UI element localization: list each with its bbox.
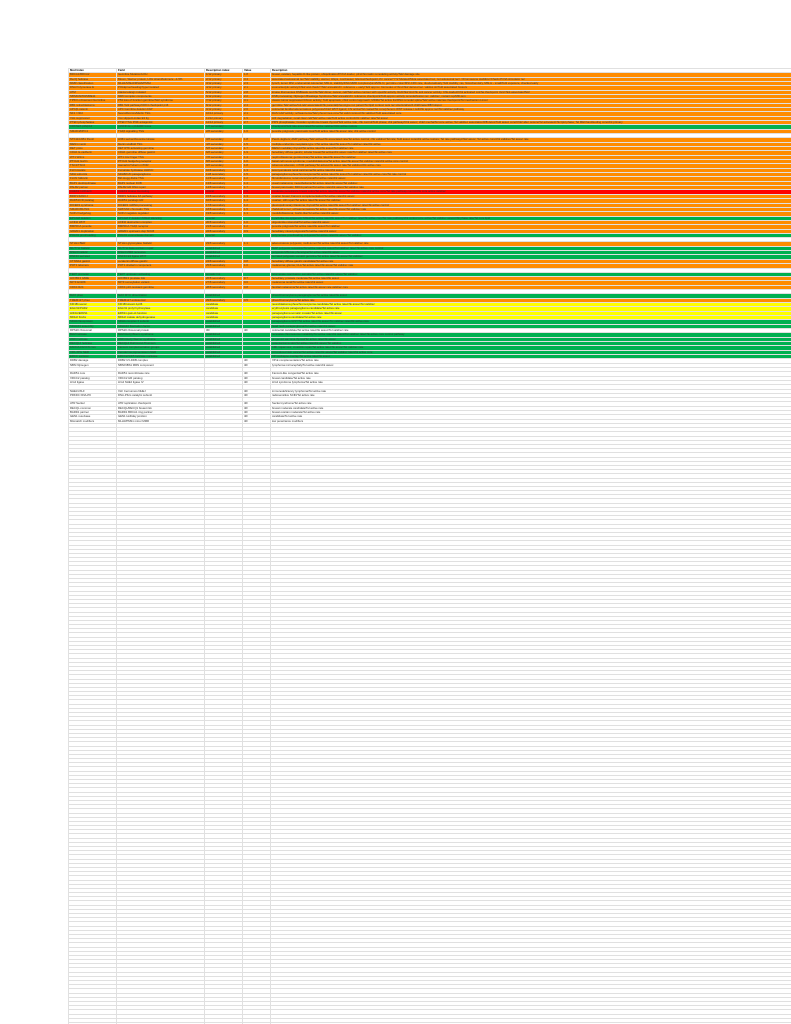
spreadsheet-viewport: { "header": ["Mod Index", "Field", "Desc…	[0, 0, 791, 1024]
table-body: Mod IndexFieldDescription indexValueDesc…	[69, 69, 791, 1024]
data-table[interactable]: Mod IndexFieldDescription indexValueDesc…	[68, 68, 791, 1024]
